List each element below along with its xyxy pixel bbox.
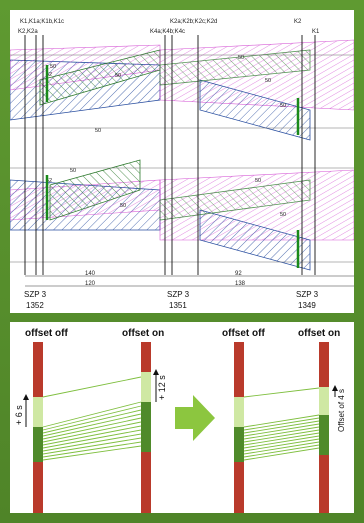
red-phase bbox=[141, 452, 151, 513]
offset-off-label: offset off bbox=[25, 328, 68, 339]
offset-on-label: offset on bbox=[298, 328, 340, 339]
green-band-lines bbox=[42, 376, 142, 461]
left-shift-arrow: + 6 s bbox=[14, 394, 29, 427]
band-value: 50 bbox=[95, 128, 101, 134]
band-value: 50 bbox=[280, 212, 286, 218]
light-green-phase bbox=[319, 387, 329, 415]
left-offset-diagram: offset off offset on bbox=[14, 328, 167, 513]
band-value: 50 bbox=[50, 64, 56, 70]
offset-comparison: offset off offset on bbox=[10, 322, 354, 513]
label-k1-group: K1,K1a;K1b,K1c bbox=[20, 19, 64, 25]
distance-label: 138 bbox=[235, 281, 246, 287]
band-value: 52 bbox=[46, 72, 52, 78]
station-number: 1349 bbox=[298, 301, 316, 310]
label-k1-right: K1 bbox=[312, 29, 320, 35]
label-k2-mid: K2a;K2b;K2c;K2d bbox=[170, 19, 217, 25]
green-band-lines bbox=[243, 387, 320, 461]
station-number: 1352 bbox=[26, 301, 44, 310]
time-space-diagram: K1,K1a;K1b,K1c K2,K2a K4a;K4b;K4c K2a;K2… bbox=[9, 19, 355, 310]
upper-band bbox=[9, 39, 355, 141]
band-value: 50 bbox=[238, 55, 244, 61]
upper-blue-band-right bbox=[199, 79, 311, 141]
distance-label: 92 bbox=[235, 271, 242, 277]
green-phase bbox=[319, 415, 329, 455]
light-green-phase bbox=[234, 397, 244, 427]
band-value: 50 bbox=[120, 203, 126, 209]
right-offset-diagram: offset off offset on bbox=[222, 328, 346, 513]
light-green-phase bbox=[141, 372, 151, 402]
red-phase bbox=[33, 342, 43, 397]
distance-scale: 140 92 120 138 bbox=[25, 271, 354, 287]
green-phase bbox=[234, 427, 244, 462]
red-phase bbox=[319, 455, 329, 513]
station-code: SZP 3 bbox=[167, 290, 190, 299]
offset-on-label: offset on bbox=[122, 328, 164, 339]
band-value: 50 bbox=[70, 168, 76, 174]
green-phase-marks bbox=[45, 65, 300, 268]
band-value: 50 bbox=[255, 178, 261, 184]
transition-arrow-icon bbox=[175, 395, 215, 441]
label-k2-group: K2,K2a bbox=[18, 29, 38, 35]
red-phase bbox=[141, 342, 151, 372]
lower-green-band-right bbox=[159, 179, 311, 221]
right-shift-arrow: + 12 s bbox=[153, 369, 167, 402]
band-value: 52 bbox=[46, 178, 52, 184]
lower-band bbox=[9, 159, 355, 271]
label-k2-right: K2 bbox=[294, 19, 302, 25]
lower-green-band-left bbox=[49, 159, 141, 221]
band-value: 50 bbox=[265, 78, 271, 84]
station-number: 1351 bbox=[169, 301, 187, 310]
lower-blue-band-right bbox=[199, 209, 311, 271]
band-value: 50 bbox=[115, 73, 121, 79]
red-phase bbox=[33, 462, 43, 513]
right-shift-label: + 12 s bbox=[157, 375, 167, 400]
green-phase bbox=[141, 402, 151, 452]
red-phase bbox=[234, 462, 244, 513]
light-green-phase bbox=[33, 397, 43, 427]
signal-lines bbox=[24, 35, 316, 275]
offset-4s-label: Offset of 4 s bbox=[337, 389, 346, 432]
station-code: SZP 3 bbox=[296, 290, 319, 299]
offset-arrow: Offset of 4 s bbox=[332, 385, 346, 432]
station-code: SZP 3 bbox=[24, 290, 47, 299]
offset-diagram: offset off offset on bbox=[14, 328, 346, 513]
green-wave-diagram: K1,K1a;K1b,K1c K2,K2a K4a;K4b;K4c K2a;K2… bbox=[9, 10, 355, 313]
label-k4-group: K4a;K4b;K4c bbox=[150, 29, 185, 35]
band-value: 50 bbox=[280, 103, 286, 109]
distance-label: 140 bbox=[85, 271, 96, 277]
offset-off-label: offset off bbox=[222, 328, 265, 339]
green-phase bbox=[33, 427, 43, 462]
distance-label: 120 bbox=[85, 281, 96, 287]
red-phase bbox=[234, 342, 244, 397]
red-phase bbox=[319, 342, 329, 387]
left-shift-label: + 6 s bbox=[14, 405, 24, 425]
